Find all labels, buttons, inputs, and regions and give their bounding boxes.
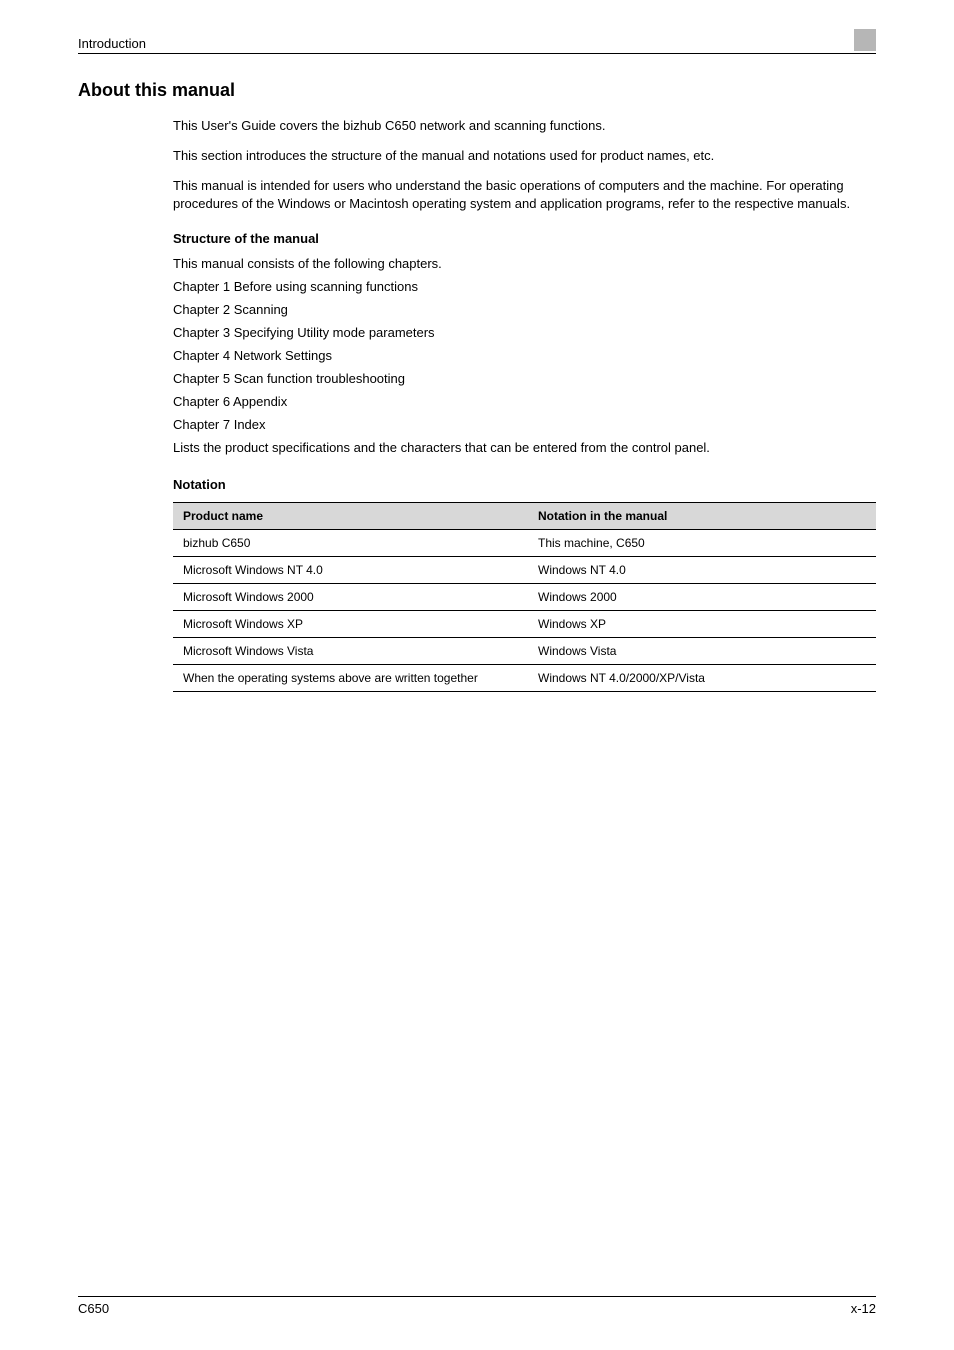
cell-notation: Windows XP <box>528 610 876 637</box>
cell-product: Microsoft Windows 2000 <box>173 583 528 610</box>
table-row: Microsoft Windows Vista Windows Vista <box>173 637 876 664</box>
table-row: When the operating systems above are wri… <box>173 664 876 691</box>
page-footer: C650 x-12 <box>78 1296 876 1316</box>
chapter-6: Chapter 6 Appendix <box>173 394 876 409</box>
body-block: This User's Guide covers the bizhub C650… <box>173 117 876 692</box>
cell-product: bizhub C650 <box>173 529 528 556</box>
intro-paragraph-3: This manual is intended for users who un… <box>173 177 876 213</box>
cell-product: Microsoft Windows NT 4.0 <box>173 556 528 583</box>
cell-notation: Windows Vista <box>528 637 876 664</box>
footer-left: C650 <box>78 1301 109 1316</box>
structure-intro: This manual consists of the following ch… <box>173 256 876 271</box>
table-header-product: Product name <box>173 502 528 529</box>
notation-table: Product name Notation in the manual bizh… <box>173 502 876 692</box>
cell-notation: This machine, C650 <box>528 529 876 556</box>
cell-product: Microsoft Windows Vista <box>173 637 528 664</box>
structure-after: Lists the product specifications and the… <box>173 440 876 455</box>
chapter-7: Chapter 7 Index <box>173 417 876 432</box>
structure-heading: Structure of the manual <box>173 231 876 246</box>
cell-notation: Windows 2000 <box>528 583 876 610</box>
table-header-notation: Notation in the manual <box>528 502 876 529</box>
table-row: Microsoft Windows 2000 Windows 2000 <box>173 583 876 610</box>
table-row: Microsoft Windows NT 4.0 Windows NT 4.0 <box>173 556 876 583</box>
cell-notation: Windows NT 4.0/2000/XP/Vista <box>528 664 876 691</box>
corner-box-icon <box>854 29 876 51</box>
section-title: About this manual <box>78 80 876 101</box>
table-row: bizhub C650 This machine, C650 <box>173 529 876 556</box>
chapter-3: Chapter 3 Specifying Utility mode parame… <box>173 325 876 340</box>
intro-paragraph-1: This User's Guide covers the bizhub C650… <box>173 117 876 135</box>
chapter-4: Chapter 4 Network Settings <box>173 348 876 363</box>
cell-notation: Windows NT 4.0 <box>528 556 876 583</box>
chapter-2: Chapter 2 Scanning <box>173 302 876 317</box>
intro-paragraph-2: This section introduces the structure of… <box>173 147 876 165</box>
notation-heading: Notation <box>173 477 876 492</box>
table-header-row: Product name Notation in the manual <box>173 502 876 529</box>
table-row: Microsoft Windows XP Windows XP <box>173 610 876 637</box>
cell-product: Microsoft Windows XP <box>173 610 528 637</box>
running-header: Introduction <box>78 29 876 54</box>
cell-product: When the operating systems above are wri… <box>173 664 528 691</box>
chapter-5: Chapter 5 Scan function troubleshooting <box>173 371 876 386</box>
chapter-1: Chapter 1 Before using scanning function… <box>173 279 876 294</box>
running-head-text: Introduction <box>78 36 146 51</box>
footer-right: x-12 <box>851 1301 876 1316</box>
